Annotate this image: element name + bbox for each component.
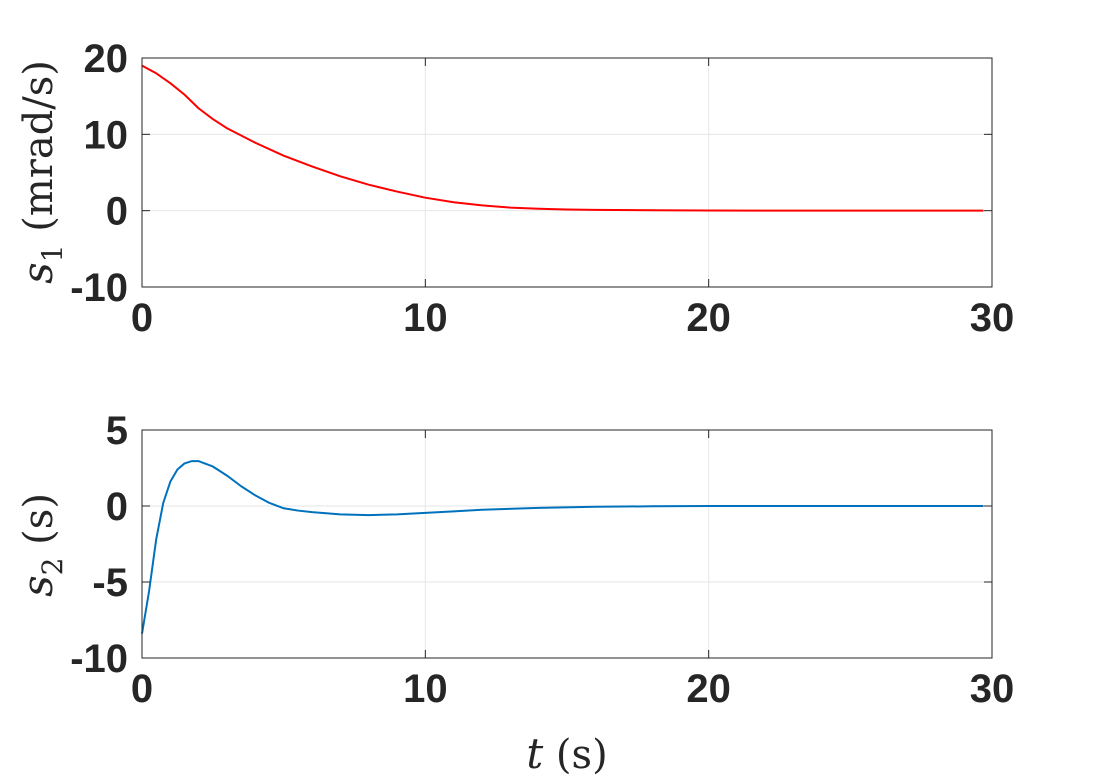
y-tick-label: -10: [70, 637, 128, 681]
series-line-0: [141, 64, 984, 212]
y-tick-label: -5: [92, 561, 128, 605]
series-line-0: [141, 460, 984, 634]
y-tick-label: 10: [84, 113, 129, 157]
y-axis-label: s1 (mrad/s): [13, 60, 69, 284]
x-tick-label: 30: [970, 296, 1015, 340]
x-tick-label: 20: [686, 667, 731, 711]
x-tick-label: 10: [403, 667, 448, 711]
y-tick-label: 0: [106, 190, 128, 234]
x-tick-label: 10: [403, 296, 448, 340]
x-tick-label: 20: [686, 296, 731, 340]
x-tick-label: 30: [970, 667, 1015, 711]
subplot-s2: 0 10 20 30 -10 -5 0 5 s2 (s) t (s): [13, 409, 1014, 778]
x-axis-label: t (s): [526, 729, 607, 778]
y-tick-label: 0: [106, 485, 128, 529]
x-tick-label: 0: [131, 667, 153, 711]
plot-area: [142, 430, 992, 658]
axes-box: [141, 429, 993, 659]
y-axis-label: s2 (s): [13, 493, 69, 597]
y-tick-label: 20: [84, 37, 129, 81]
plot-area: [142, 58, 992, 287]
axes-box: [141, 57, 993, 288]
y-tick-label: 5: [106, 409, 128, 453]
x-tick-label: 0: [131, 296, 153, 340]
y-tick-label: -10: [70, 266, 128, 310]
